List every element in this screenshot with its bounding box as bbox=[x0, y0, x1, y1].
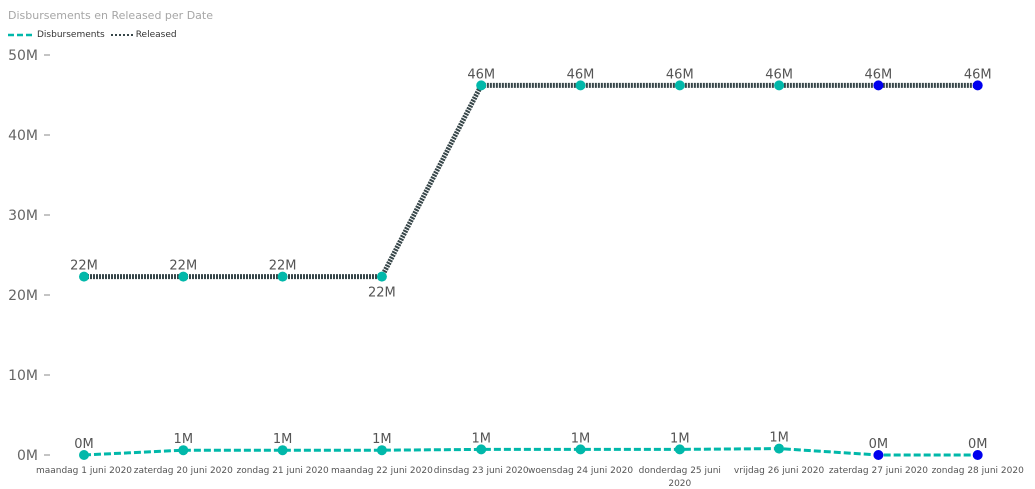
data-point-disbursements bbox=[476, 444, 487, 455]
data-point-disbursements bbox=[575, 444, 586, 455]
data-label-released: 22M bbox=[70, 259, 98, 274]
data-label-disbursements: 1M bbox=[670, 431, 690, 446]
y-tick-label: 0M bbox=[17, 448, 38, 464]
data-label-disbursements: 0M bbox=[74, 437, 94, 452]
x-tick-label: zondag 28 juni 2020 bbox=[932, 466, 1024, 476]
data-label-disbursements: 1M bbox=[372, 432, 392, 447]
data-point-released bbox=[178, 271, 189, 282]
chart-title: Disbursements en Released per Date bbox=[8, 9, 213, 22]
data-point-disbursements bbox=[674, 444, 685, 455]
x-tick-label: vrijdag 26 juni 2020 bbox=[734, 466, 825, 476]
x-tick-label: zaterdag 27 juni 2020 bbox=[829, 466, 928, 476]
data-point-disbursements bbox=[79, 450, 89, 460]
x-tick-label: maandag 1 juni 2020 bbox=[36, 466, 132, 476]
y-tick-label: 20M bbox=[8, 288, 38, 304]
x-tick-label: dinsdag 23 juni 2020 bbox=[434, 466, 529, 476]
data-label-disbursements: 1M bbox=[273, 432, 293, 447]
data-point-disbursements bbox=[774, 443, 785, 454]
data-label-released: 46M bbox=[567, 67, 595, 82]
data-point-released bbox=[277, 271, 288, 282]
data-label-disbursements: 0M bbox=[869, 437, 889, 452]
x-tick-label: maandag 22 juni 2020 bbox=[331, 466, 433, 476]
legend: Disbursements Released bbox=[8, 30, 177, 40]
data-label-released: 46M bbox=[467, 67, 495, 82]
data-label-released: 46M bbox=[865, 67, 893, 82]
data-point-released bbox=[674, 80, 685, 91]
y-tick-label: 10M bbox=[8, 368, 38, 384]
x-tick-label: zaterdag 20 juni 2020 bbox=[134, 466, 233, 476]
data-point-disbursements bbox=[178, 445, 189, 456]
legend-released[interactable]: Released bbox=[135, 30, 177, 40]
data-label-released: 22M bbox=[169, 259, 197, 274]
data-point-released bbox=[774, 80, 785, 91]
y-tick-label: 30M bbox=[8, 208, 38, 224]
data-point-disbursements bbox=[972, 450, 983, 460]
y-tick-label: 40M bbox=[8, 128, 38, 144]
data-point-disbursements bbox=[277, 445, 288, 456]
series-line-disbursements bbox=[83, 447, 978, 457]
data-point-released bbox=[873, 80, 884, 91]
data-point-released bbox=[476, 80, 487, 91]
data-label-released: 22M bbox=[269, 259, 297, 274]
data-label-disbursements: 0M bbox=[968, 437, 988, 452]
x-tick-label: zondag 21 juni 2020 bbox=[236, 466, 328, 476]
data-label-disbursements: 1M bbox=[769, 431, 789, 446]
data-point-released bbox=[575, 80, 586, 91]
data-point-released bbox=[376, 271, 387, 282]
data-label-disbursements: 1M bbox=[174, 432, 194, 447]
data-point-disbursements bbox=[376, 445, 387, 456]
data-label-released: 46M bbox=[765, 67, 793, 82]
x-tick-label: donderdag 25 juni 2020 bbox=[639, 466, 721, 489]
data-point-released bbox=[79, 271, 89, 282]
legend-dashed-icon bbox=[8, 33, 34, 37]
data-label-disbursements: 1M bbox=[571, 431, 591, 446]
data-label-disbursements: 1M bbox=[471, 431, 491, 446]
data-label-released: 46M bbox=[964, 67, 992, 82]
data-label-released: 46M bbox=[666, 67, 694, 82]
data-point-disbursements bbox=[873, 450, 884, 460]
series-line-released bbox=[84, 82, 978, 280]
y-tick-label: 50M bbox=[8, 48, 38, 64]
x-tick-label: woensdag 24 juni 2020 bbox=[528, 466, 633, 476]
data-label-released: 22M bbox=[368, 286, 396, 301]
data-point-released bbox=[972, 80, 983, 91]
legend-disbursements[interactable]: Disbursements bbox=[37, 30, 105, 40]
